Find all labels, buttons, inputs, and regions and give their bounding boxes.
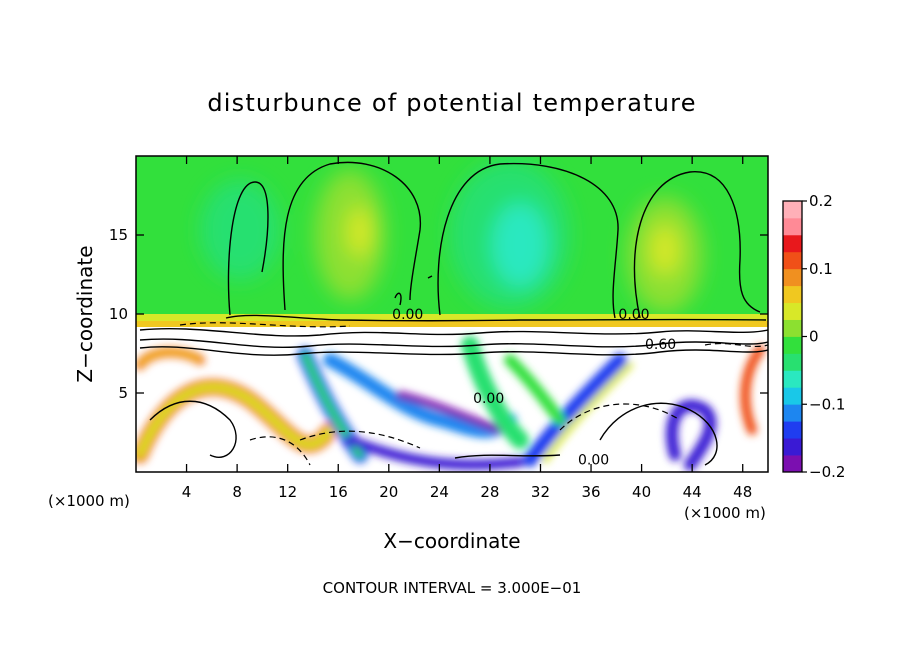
- x-tick-label: 12: [278, 483, 297, 501]
- colorbar-swatch: [783, 404, 802, 422]
- cool-blob: [200, 180, 280, 280]
- contour-label: 0.00: [473, 391, 504, 407]
- contour-label: 0.00: [578, 453, 609, 469]
- colorbar-tick-label: 0.1: [809, 260, 833, 278]
- x-tick-label: 16: [329, 483, 348, 501]
- plume: [461, 336, 529, 449]
- contour-line: [633, 171, 761, 319]
- x-tick-label: 48: [733, 483, 752, 501]
- contour-line: [139, 346, 768, 356]
- colorbar-swatch: [783, 302, 802, 320]
- y-axis-label: Z−coordinate: [73, 245, 97, 382]
- contour-line: [437, 162, 619, 319]
- contour-lines: [139, 161, 768, 466]
- plume: [136, 383, 334, 459]
- warm-blob: [348, 207, 372, 257]
- x-tick-label: 24: [430, 483, 449, 501]
- chart-title: disturbunce of potential temperature: [207, 89, 696, 117]
- x-tick-label: 32: [531, 483, 550, 501]
- lower-field-colors: [136, 336, 765, 471]
- contour-line: [149, 400, 237, 458]
- dashed-contours: [179, 322, 768, 466]
- y-tick-label: 15: [109, 226, 128, 244]
- x-unit-label-right: (×1000 m): [684, 504, 766, 522]
- plume: [740, 345, 765, 435]
- colorbar-swatch: [783, 336, 802, 354]
- contour-line: [282, 161, 421, 311]
- contour-line: [249, 436, 311, 466]
- plot-area: 0.00 0.00 0.60 0.00 0.00: [136, 156, 768, 472]
- contour-label: 0.00: [392, 307, 423, 323]
- x-tick-label: 40: [632, 483, 651, 501]
- footer-note: CONTOUR INTERVAL = 3.000E−01: [323, 579, 582, 597]
- colorbar-swatch: [783, 387, 802, 405]
- colorbar-swatch: [783, 268, 802, 287]
- colorbar-swatch: [783, 353, 802, 371]
- warm-blob: [651, 225, 679, 275]
- colorbar-tick-label: −0.1: [809, 395, 845, 413]
- contour-label: 0.60: [645, 337, 676, 353]
- plume: [396, 391, 504, 434]
- plume: [542, 362, 633, 463]
- x-tick-label: 20: [379, 483, 398, 501]
- colorbar-tick-label: −0.2: [809, 463, 845, 481]
- x-unit-label: (×1000 m): [48, 492, 130, 510]
- contour-line: [559, 403, 681, 431]
- contour-line: [139, 338, 768, 348]
- warm-band: [136, 321, 768, 327]
- plume: [504, 354, 566, 426]
- y-tick-label: 10: [109, 305, 128, 323]
- y-axis: 5 10 15: [109, 226, 768, 402]
- contour-line: [704, 342, 768, 348]
- y-tick-label: 5: [118, 384, 128, 402]
- contour-line: [394, 292, 402, 306]
- plume: [345, 435, 525, 470]
- x-tick-label: 44: [683, 483, 702, 501]
- cool-blob: [492, 203, 548, 287]
- colorbar-swatch: [783, 285, 802, 304]
- colorbar-swatch: [783, 438, 802, 456]
- colorbar-tick-label: 0: [809, 328, 819, 346]
- plume: [523, 353, 627, 467]
- contour-labels: 0.00 0.00 0.60 0.00 0.00: [392, 307, 676, 469]
- colorbar-swatch: [783, 217, 802, 236]
- plume: [138, 350, 202, 367]
- contour-line: [139, 327, 768, 337]
- x-tick-label: 28: [480, 483, 499, 501]
- contour-line: [227, 181, 269, 316]
- colorbar-tick-label: 0.2: [809, 192, 833, 210]
- plume: [665, 399, 717, 471]
- colorbar-swatch: [783, 201, 802, 219]
- x-tick-label: 36: [581, 483, 600, 501]
- colorbar-swatch: [783, 319, 802, 337]
- colorbar: 0.2 0.1 0 −0.1 −0.2: [782, 192, 845, 481]
- colorbar-swatch: [783, 234, 802, 253]
- colorbar-swatch: [783, 455, 802, 473]
- x-axis-label: X−coordinate: [383, 529, 520, 553]
- x-tick-label: 8: [232, 483, 242, 501]
- contour-line: [299, 430, 421, 449]
- contour-line: [454, 454, 561, 459]
- contour-line: [179, 322, 351, 328]
- contour-line: [225, 314, 767, 322]
- upper-field: [200, 160, 703, 313]
- contour-label: 0.00: [618, 307, 649, 323]
- contour-line: [599, 402, 718, 466]
- x-tick-label: 4: [182, 483, 192, 501]
- colorbar-swatch: [783, 251, 802, 270]
- x-axis: 4 8 12 16 20 24 28 32 36 40 44 48: [182, 156, 752, 501]
- colorbar-swatch: [783, 370, 802, 388]
- colorbar-swatch: [783, 421, 802, 439]
- contour-line: [427, 275, 433, 279]
